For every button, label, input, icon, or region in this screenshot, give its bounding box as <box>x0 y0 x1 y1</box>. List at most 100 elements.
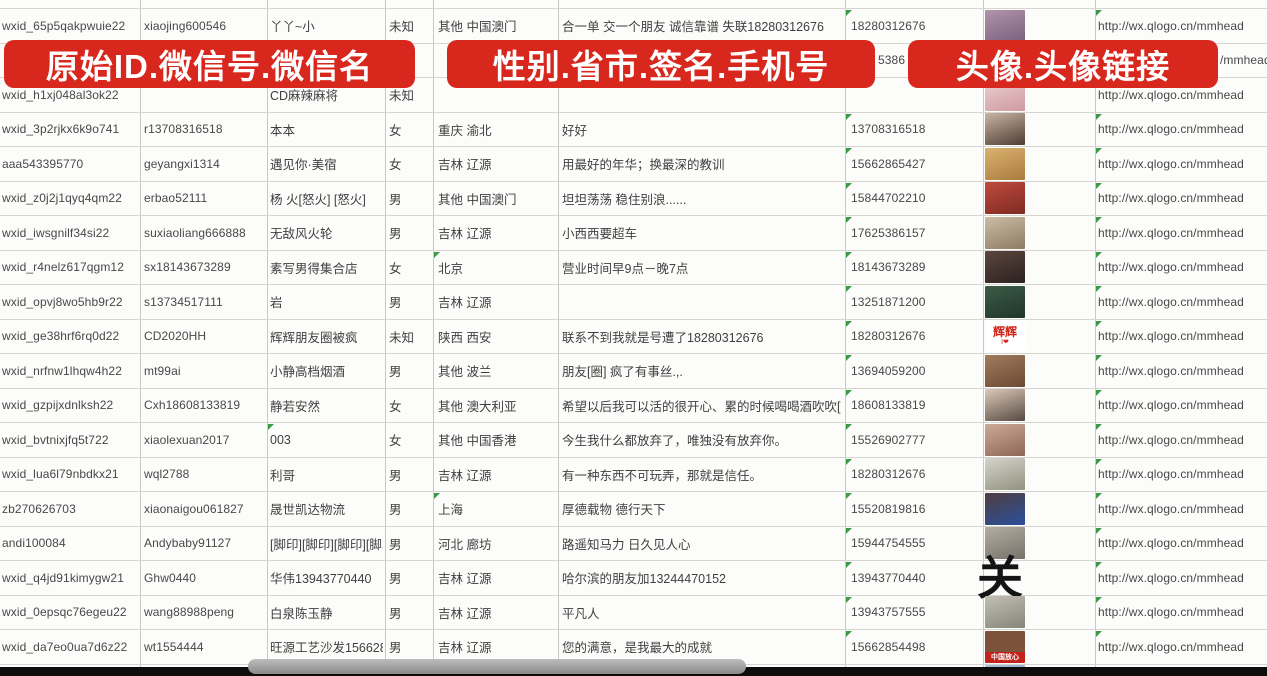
cell-signature[interactable] <box>562 285 843 319</box>
cell-avatar-url[interactable]: http://wx.qlogo.cn/mmhead <box>1098 329 1244 344</box>
cell-original-id[interactable]: zb270626703 <box>2 501 76 516</box>
cell-original-id[interactable]: wxid_lua6l79nbdkx21 <box>2 467 119 482</box>
cell-region[interactable]: 陕西 西安 <box>438 330 492 345</box>
cell-original-id[interactable]: wxid_gzpijxdnlksh22 <box>2 398 114 413</box>
cell-signature[interactable]: 厚德载物 德行天下 <box>562 503 666 518</box>
cell-nickname[interactable]: 岩 <box>270 296 283 311</box>
cell-avatar[interactable]: 中国放心 <box>985 630 1093 664</box>
cell-gender[interactable]: 女 <box>389 123 402 138</box>
cell-nickname[interactable]: 遇见你·美宿 <box>270 158 337 173</box>
horizontal-scrollbar-thumb[interactable] <box>248 659 746 674</box>
cell-region[interactable]: 其他 中国澳门 <box>438 192 517 207</box>
cell-nickname[interactable]: 本本 <box>270 123 296 138</box>
cell-region[interactable]: 河北 廊坊 <box>438 537 492 552</box>
cell-phone[interactable]: 15844702210 <box>851 191 926 206</box>
cell-avatar[interactable]: 辉辉 I❤ <box>985 320 1093 354</box>
cell-nickname[interactable]: 白泉陈玉静 <box>270 606 333 621</box>
cell-avatar-url[interactable]: /mmhead <box>1220 53 1267 68</box>
cell-gender[interactable]: 男 <box>389 537 402 552</box>
cell-region[interactable]: 北京 <box>438 261 464 276</box>
cell-gender[interactable]: 男 <box>389 641 402 656</box>
cell-signature[interactable]: 坦坦荡荡 稳住别浪...... <box>562 192 687 207</box>
cell-avatar-url[interactable]: http://wx.qlogo.cn/mmhead <box>1098 260 1244 275</box>
cell-wechat-id[interactable]: xiaojing600546 <box>144 18 227 33</box>
cell-avatar-url[interactable]: http://wx.qlogo.cn/mmhead <box>1098 191 1244 206</box>
cell-avatar-url[interactable]: http://wx.qlogo.cn/mmhead <box>1098 639 1244 654</box>
cell-phone[interactable]: 13708316518 <box>851 122 926 137</box>
cell-nickname[interactable]: [脚印][脚印][脚印][脚印] <box>270 537 383 552</box>
cell-avatar-url[interactable]: http://wx.qlogo.cn/mmhead <box>1098 467 1244 482</box>
cell-region[interactable]: 吉林 辽源 <box>438 606 492 621</box>
cell-signature[interactable]: 路遥知马力 日久见人心 <box>562 537 691 552</box>
cell-nickname[interactable]: 杨 火[怒火] [怒火] <box>270 192 366 207</box>
cell-original-id[interactable]: wxid_bvtnixjfq5t722 <box>2 432 109 447</box>
cell-avatar-url[interactable]: http://wx.qlogo.cn/mmhead <box>1098 122 1244 137</box>
cell-phone[interactable]: 15520819816 <box>851 501 926 516</box>
cell-nickname[interactable]: 静若安然 <box>270 399 321 414</box>
cell-signature[interactable]: 哈尔滨的朋友加13244470152 <box>562 572 726 587</box>
cell-phone[interactable]: 15662865427 <box>851 156 926 171</box>
cell-phone[interactable]: 18280312676 <box>851 467 926 482</box>
cell-original-id[interactable]: wxid_opvj8wo5hb9r22 <box>2 294 123 309</box>
cell-avatar-url[interactable]: http://wx.qlogo.cn/mmhead <box>1098 156 1244 171</box>
cell-region[interactable]: 吉林 辽源 <box>438 572 492 587</box>
cell-nickname[interactable]: 辉辉朋友圈被疯 <box>270 330 358 345</box>
cell-signature[interactable]: 希望以后我可以活的很开心、累的时候喝喝酒吹吹[ <box>562 399 841 414</box>
cell-avatar[interactable] <box>985 113 1093 147</box>
cell-wechat-id[interactable]: sx18143673289 <box>144 260 231 275</box>
cell-region[interactable]: 吉林 辽源 <box>438 641 492 656</box>
cell-avatar[interactable] <box>985 389 1093 423</box>
cell-region[interactable]: 吉林 辽源 <box>438 468 492 483</box>
cell-phone[interactable]: 18280312676 <box>851 329 926 344</box>
cell-phone[interactable]: 13694059200 <box>851 363 926 378</box>
cell-gender[interactable]: 女 <box>389 399 402 414</box>
cell-wechat-id[interactable]: r13708316518 <box>144 122 223 137</box>
cell-original-id[interactable]: wxid_r4nelz617qgm12 <box>2 260 124 275</box>
cell-gender[interactable]: 女 <box>389 261 402 276</box>
cell-region[interactable]: 上海 <box>438 503 464 518</box>
cell-region[interactable]: 吉林 辽源 <box>438 227 492 242</box>
cell-original-id[interactable]: wxid_q4jd91kimygw21 <box>2 570 124 585</box>
cell-phone[interactable]: 18608133819 <box>851 398 926 413</box>
cell-region[interactable]: 其他 澳大利亚 <box>438 399 517 414</box>
cell-region[interactable]: 吉林 辽源 <box>438 158 492 173</box>
cell-wechat-id[interactable]: wang88988peng <box>144 605 235 620</box>
cell-avatar[interactable] <box>985 423 1093 457</box>
cell-avatar-url[interactable]: http://wx.qlogo.cn/mmhead <box>1098 87 1244 102</box>
cell-avatar-url[interactable]: http://wx.qlogo.cn/mmhead <box>1098 225 1244 240</box>
cell-wechat-id[interactable]: xiaolexuan2017 <box>144 432 230 447</box>
cell-avatar[interactable] <box>985 9 1093 43</box>
cell-signature[interactable]: 朋友[圈] 疯了有事丝.,. <box>562 365 683 380</box>
cell-gender[interactable]: 男 <box>389 227 402 242</box>
cell-avatar-url[interactable]: http://wx.qlogo.cn/mmhead <box>1098 605 1244 620</box>
cell-phone[interactable]: 13943770440 <box>851 570 926 585</box>
cell-wechat-id[interactable]: xiaonaigou061827 <box>144 501 244 516</box>
cell-wechat-id[interactable]: Andybaby91127 <box>144 536 232 551</box>
cell-phone[interactable]: 18143673289 <box>851 260 926 275</box>
cell-gender[interactable]: 女 <box>389 158 402 173</box>
cell-region[interactable]: 重庆 渝北 <box>438 123 492 138</box>
cell-phone[interactable]: 15526902777 <box>851 432 926 447</box>
cell-region[interactable]: 其他 波兰 <box>438 365 492 380</box>
cell-gender[interactable]: 男 <box>389 503 402 518</box>
cell-gender[interactable]: 男 <box>389 192 402 207</box>
cell-avatar[interactable] <box>985 354 1093 388</box>
cell-wechat-id[interactable]: CD2020HH <box>144 329 207 344</box>
cell-signature[interactable]: 好好 <box>562 123 588 138</box>
cell-nickname[interactable]: 利哥 <box>270 468 296 483</box>
cell-region[interactable]: 其他 中国香港 <box>438 434 517 449</box>
cell-gender[interactable]: 男 <box>389 572 402 587</box>
cell-phone[interactable]: 5386 <box>878 53 906 68</box>
cell-wechat-id[interactable]: wql2788 <box>144 467 190 482</box>
cell-avatar[interactable] <box>985 458 1093 492</box>
cell-nickname[interactable]: 旺源工艺沙发15662854 <box>270 641 383 656</box>
cell-avatar[interactable] <box>985 492 1093 526</box>
cell-phone[interactable]: 15662854498 <box>851 639 926 654</box>
cell-avatar[interactable] <box>985 216 1093 250</box>
cell-original-id[interactable]: wxid_65p5qakpwuie22 <box>2 18 126 33</box>
cell-avatar[interactable] <box>985 147 1093 181</box>
cell-wechat-id[interactable]: suxiaoliang666888 <box>144 225 246 240</box>
cell-signature[interactable]: 您的满意，是我最大的成就 <box>562 641 713 656</box>
cell-gender[interactable]: 男 <box>389 365 402 380</box>
cell-avatar-url[interactable]: http://wx.qlogo.cn/mmhead <box>1098 363 1244 378</box>
